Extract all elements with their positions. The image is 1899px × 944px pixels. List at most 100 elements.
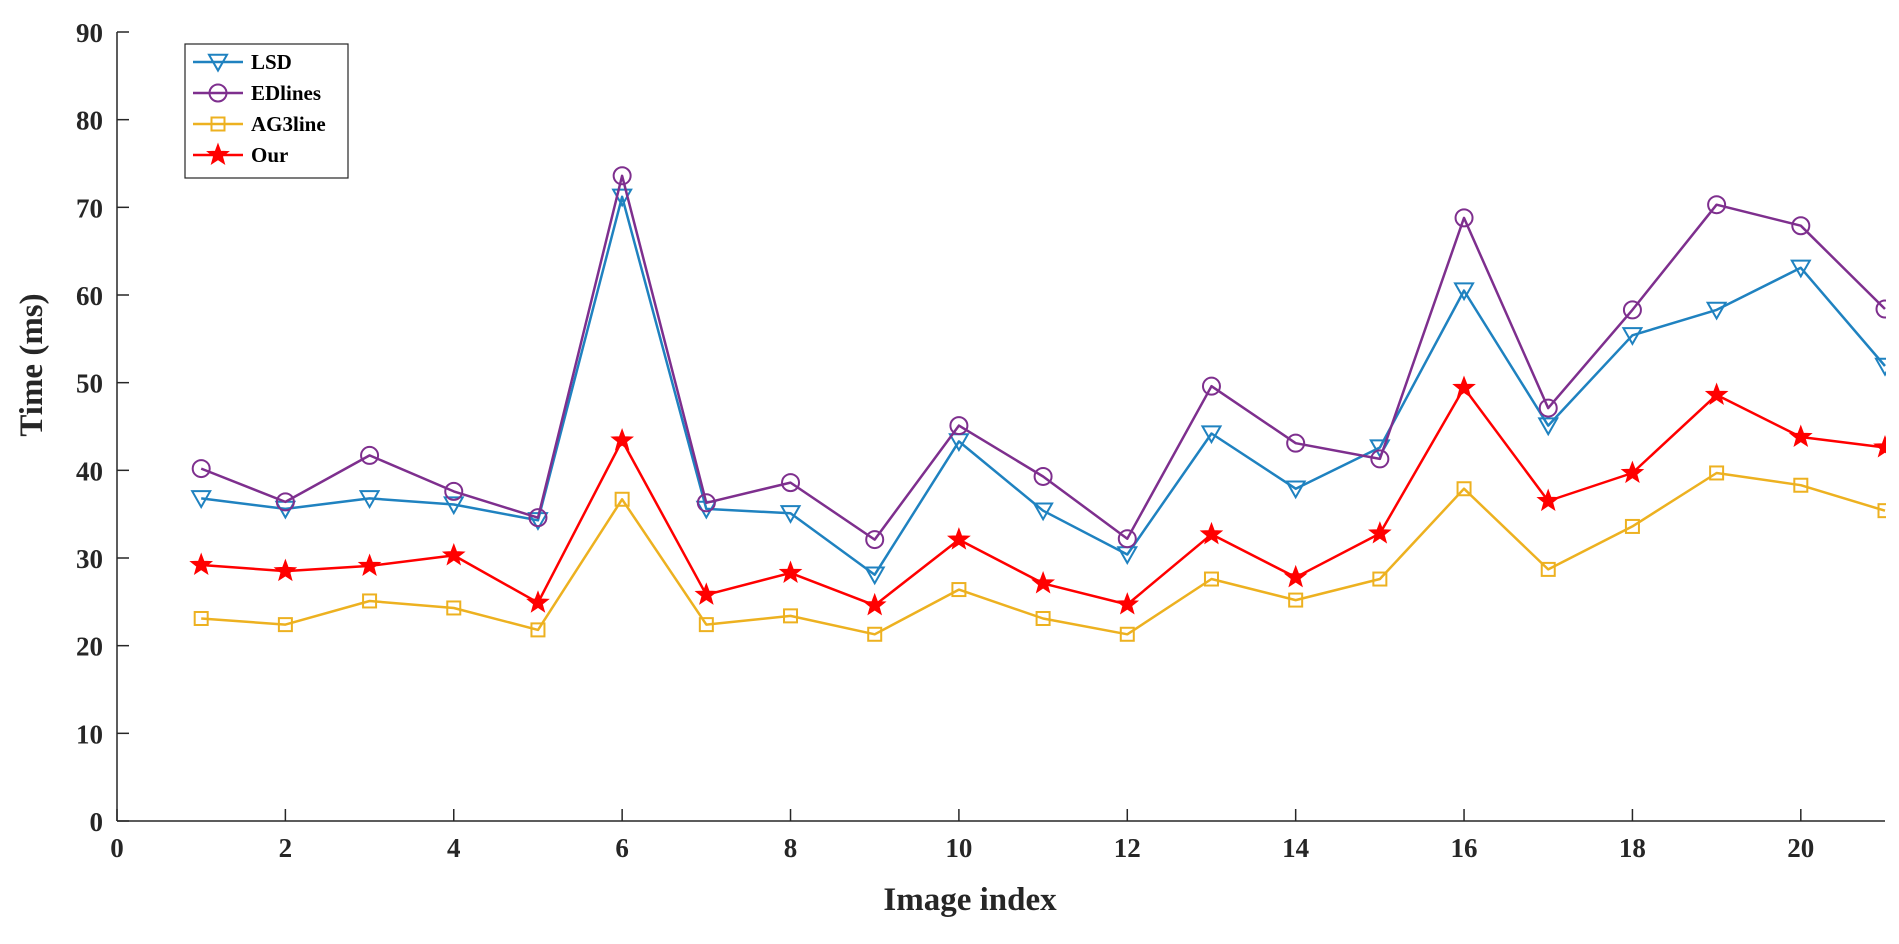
data-point-lsd <box>1874 357 1886 377</box>
data-point-our <box>1704 382 1729 405</box>
y-tick-label: 20 <box>76 632 103 662</box>
data-point-ag3line <box>614 491 630 507</box>
data-point-ag3line <box>867 626 883 642</box>
series-line-edlines <box>200 174 1886 541</box>
data-point-our <box>1031 570 1055 594</box>
data-point-edlines <box>528 508 548 528</box>
data-point-ag3line <box>1288 592 1304 608</box>
data-point-edlines <box>191 459 211 479</box>
x-tick-label: 12 <box>1114 833 1141 863</box>
data-point-lsd <box>443 496 465 516</box>
y-tick-label: 30 <box>76 544 103 574</box>
data-point-lsd <box>358 490 381 509</box>
data-point-our <box>273 558 298 582</box>
series-edlines <box>191 166 1886 550</box>
data-point-ag3line <box>1624 518 1640 534</box>
data-point-edlines <box>1875 299 1886 319</box>
series-layer <box>189 166 1886 642</box>
data-point-our <box>1368 521 1392 544</box>
data-point-lsd <box>1453 282 1475 302</box>
y-tick-label: 90 <box>76 18 103 48</box>
data-point-edlines <box>1033 466 1053 486</box>
y-tick-label: 80 <box>76 106 103 136</box>
x-tick-label: 16 <box>1451 833 1478 863</box>
data-point-ag3line <box>1035 610 1051 626</box>
data-point-edlines <box>1286 433 1306 453</box>
data-point-our <box>778 560 803 583</box>
data-point-our <box>1115 592 1140 615</box>
data-point-ag3line <box>193 610 209 626</box>
data-point-edlines <box>949 416 969 436</box>
y-tick-label: 60 <box>76 281 103 311</box>
data-point-lsd <box>1537 417 1559 437</box>
data-point-ag3line <box>783 608 799 624</box>
data-point-lsd <box>1032 502 1054 522</box>
y-tick-label: 70 <box>76 193 103 223</box>
x-tick-label: 2 <box>279 833 293 863</box>
data-point-edlines <box>1791 216 1811 236</box>
data-point-lsd <box>779 505 802 524</box>
y-axis-title: Time (ms) <box>14 293 50 436</box>
data-point-edlines <box>360 445 380 465</box>
x-axis-title: Image index <box>883 882 1057 918</box>
legend-label-ag3line: AG3line <box>251 112 326 136</box>
y-tick-label: 50 <box>76 369 103 399</box>
data-point-our <box>1452 375 1476 398</box>
data-point-ag3line <box>277 617 293 633</box>
data-point-our <box>441 542 466 566</box>
x-tick-label: 4 <box>447 833 461 863</box>
data-point-our <box>610 428 634 451</box>
data-point-edlines <box>781 473 801 493</box>
data-point-ag3line <box>1793 477 1809 493</box>
x-tick-label: 10 <box>945 833 972 863</box>
data-point-edlines <box>1622 300 1642 320</box>
data-point-our <box>1283 564 1308 588</box>
legend-item-our: Our <box>193 142 288 167</box>
data-point-ag3line <box>530 622 546 638</box>
data-point-our <box>1873 435 1886 458</box>
x-tick-label: 8 <box>784 833 798 863</box>
data-point-our <box>862 592 887 616</box>
data-point-our <box>1620 460 1645 484</box>
data-point-edlines <box>1454 208 1474 228</box>
data-point-our <box>947 527 971 550</box>
data-point-our <box>1536 488 1561 512</box>
data-point-ag3line <box>1709 465 1725 481</box>
data-point-lsd <box>863 566 886 586</box>
data-point-edlines <box>1538 398 1558 418</box>
data-point-edlines <box>1707 195 1727 215</box>
series-lsd <box>190 188 1886 586</box>
data-point-lsd <box>190 490 212 509</box>
legend-item-lsd: LSD <box>193 50 292 74</box>
legend-label-our: Our <box>251 143 288 167</box>
y-tick-label: 10 <box>76 719 103 749</box>
data-point-our <box>694 582 719 605</box>
y-tick-label: 0 <box>90 807 104 837</box>
data-point-our <box>1788 424 1813 448</box>
legend-marker-edlines <box>208 83 228 103</box>
series-ag3line <box>193 465 1886 642</box>
data-point-ag3line <box>698 617 714 633</box>
data-point-ag3line <box>1119 626 1135 642</box>
data-point-edlines <box>275 492 295 512</box>
data-point-ag3line <box>1877 503 1886 519</box>
data-point-ag3line <box>446 600 462 616</box>
data-point-edlines <box>1201 376 1221 396</box>
x-tick-label: 6 <box>615 833 629 863</box>
data-point-edlines <box>865 530 885 550</box>
data-point-ag3line <box>951 582 967 598</box>
data-point-our <box>526 590 550 613</box>
data-point-edlines <box>1117 529 1137 549</box>
data-point-lsd <box>1200 425 1223 445</box>
data-point-edlines <box>444 481 464 501</box>
legend-marker-our <box>206 142 230 166</box>
data-point-ag3line <box>1456 481 1472 497</box>
data-point-ag3line <box>1372 571 1388 587</box>
legend-item-ag3line: AG3line <box>193 112 326 136</box>
legend-label-lsd: LSD <box>251 50 292 74</box>
series-line-lsd <box>201 195 1886 576</box>
y-tick-label: 40 <box>76 456 103 486</box>
x-tick-label: 14 <box>1282 833 1309 863</box>
